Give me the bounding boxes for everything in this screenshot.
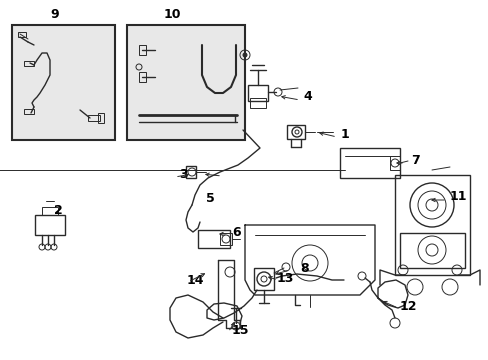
- Bar: [127, 25, 244, 140]
- Bar: [185, 166, 196, 178]
- Text: 3: 3: [178, 167, 187, 180]
- Text: 13: 13: [276, 271, 293, 284]
- Text: 9: 9: [51, 8, 59, 21]
- Text: 15: 15: [231, 324, 248, 337]
- Bar: [399, 233, 464, 268]
- Text: 4: 4: [303, 90, 312, 104]
- Bar: [18, 32, 26, 37]
- Bar: [247, 85, 267, 101]
- Bar: [88, 115, 100, 121]
- Bar: [12, 25, 115, 140]
- Bar: [24, 109, 34, 114]
- Text: 14: 14: [186, 274, 203, 287]
- Bar: [249, 98, 265, 108]
- Bar: [286, 125, 305, 139]
- Bar: [35, 215, 65, 235]
- Circle shape: [243, 53, 246, 57]
- Bar: [220, 233, 231, 245]
- Text: 8: 8: [300, 261, 309, 274]
- Text: 12: 12: [398, 300, 416, 312]
- Bar: [253, 268, 273, 290]
- Bar: [24, 61, 34, 66]
- Text: 7: 7: [410, 153, 419, 166]
- Text: 2: 2: [54, 203, 62, 216]
- Bar: [98, 113, 104, 123]
- Text: 10: 10: [163, 8, 181, 21]
- Bar: [139, 72, 146, 82]
- Bar: [198, 230, 229, 248]
- Text: 6: 6: [232, 225, 241, 238]
- Bar: [389, 156, 399, 170]
- Bar: [394, 175, 469, 275]
- Text: 1: 1: [340, 129, 348, 141]
- Bar: [42, 207, 58, 215]
- Bar: [139, 45, 146, 55]
- Bar: [339, 148, 399, 178]
- Text: 11: 11: [448, 189, 466, 202]
- Text: 5: 5: [205, 192, 214, 204]
